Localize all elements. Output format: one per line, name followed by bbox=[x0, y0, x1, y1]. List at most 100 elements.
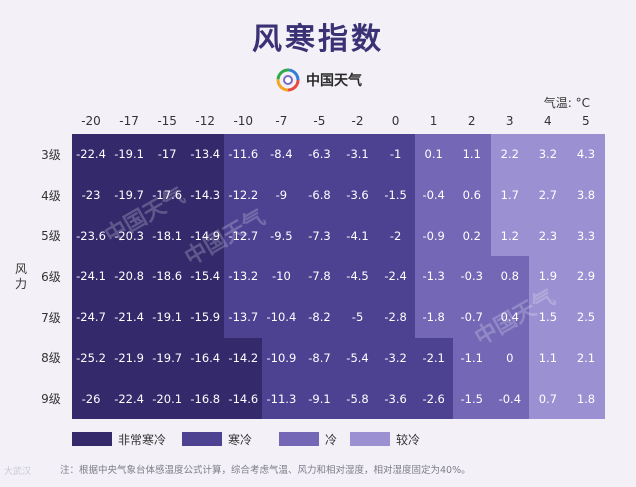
wind-chill-cell: -13.7 bbox=[224, 296, 263, 338]
wind-chill-cell: -1.8 bbox=[414, 296, 453, 338]
wind-chill-cell: -1.1 bbox=[452, 337, 491, 379]
wind-chill-cell: -2.8 bbox=[376, 296, 415, 338]
wind-chill-cell: 2.2 bbox=[490, 134, 529, 175]
wind-chill-cell: -0.3 bbox=[452, 256, 491, 297]
temperature-header-cell: -10 bbox=[233, 114, 254, 128]
legend-swatch bbox=[279, 432, 319, 446]
wind-chill-cell: 1.1 bbox=[452, 134, 491, 175]
temperature-header-cell: -12 bbox=[195, 114, 216, 128]
wind-chill-cell: -17 bbox=[148, 134, 187, 175]
wind-chill-cell: -19.7 bbox=[148, 337, 187, 379]
wind-chill-cell: -13.2 bbox=[224, 256, 263, 297]
wind-chill-cell: 1.9 bbox=[528, 256, 567, 297]
legend-label: 冷 bbox=[325, 432, 338, 447]
wind-chill-cell: -0.7 bbox=[452, 296, 491, 338]
legend-swatch bbox=[350, 432, 390, 446]
wind-chill-cell: 1.1 bbox=[528, 337, 567, 379]
wind-chill-cell: -25.2 bbox=[72, 337, 111, 379]
wind-chill-cell: -1.3 bbox=[414, 256, 453, 297]
corner-watermark: 大武汉 bbox=[4, 467, 32, 477]
wind-chill-cell: -8.4 bbox=[262, 134, 301, 175]
wind-chill-cell: -8.7 bbox=[300, 337, 339, 379]
wind-chill-cell: 3.8 bbox=[566, 174, 605, 216]
legend-item: 较冷 bbox=[350, 432, 420, 447]
wind-chill-cell: -16.4 bbox=[186, 337, 225, 379]
temperature-header-cell: 4 bbox=[543, 114, 552, 128]
wind-chill-cell: 4.3 bbox=[566, 134, 605, 175]
legend-item: 寒冷 bbox=[182, 432, 252, 447]
temperature-header-cell: 0 bbox=[391, 114, 400, 128]
page-title: 风寒指数 bbox=[252, 22, 384, 57]
y-axis-label: 风 力 bbox=[14, 262, 28, 292]
wind-chill-cell: -5.8 bbox=[338, 378, 377, 419]
wind-chill-cell: -20.8 bbox=[110, 256, 149, 297]
wind-level-labels: 3级 4级 5级 6级 7级 8级 9级 bbox=[34, 134, 68, 419]
wind-chill-cell: -2.1 bbox=[414, 337, 453, 379]
wind-chill-cell: -0.4 bbox=[490, 378, 529, 419]
wind-chill-cell: -1.5 bbox=[376, 174, 415, 216]
wind-chill-cell: -19.7 bbox=[110, 174, 149, 216]
wind-chill-cell: 0.2 bbox=[452, 215, 491, 257]
wind-chill-cell: -5.4 bbox=[338, 337, 377, 379]
temperature-header-cell: -17 bbox=[119, 114, 139, 128]
wind-chill-cell: -23 bbox=[72, 174, 111, 216]
wind-chill-cell: -19.1 bbox=[110, 134, 149, 175]
wind-chill-cell: -10.9 bbox=[262, 337, 301, 379]
wind-chill-cell: -3.6 bbox=[338, 174, 377, 216]
wind-chill-cell: -20.1 bbox=[148, 378, 187, 419]
wind-chill-cell: -16.8 bbox=[186, 378, 225, 419]
temperature-header-cell: 5 bbox=[582, 114, 590, 128]
wind-chill-cell: -20.3 bbox=[110, 215, 149, 257]
wind-chill-cell: -11.6 bbox=[224, 134, 263, 175]
y-axis-label-char: 力 bbox=[14, 277, 27, 291]
wind-chill-cell: -18.6 bbox=[148, 256, 187, 297]
unit-label: 气温: °C bbox=[543, 96, 590, 110]
legend-item: 非常寒冷 bbox=[72, 432, 167, 447]
wind-chill-cell: -10.4 bbox=[262, 296, 301, 338]
legend-swatch bbox=[72, 432, 112, 446]
temperature-header-cell: -5 bbox=[313, 114, 326, 128]
wind-chill-cell: -12.7 bbox=[224, 215, 263, 257]
temperature-header: -20 -17 -15 -12 -10 -7 -5 -2 0 1 2 3 4 5 bbox=[72, 114, 605, 134]
wind-chill-cell: -10 bbox=[262, 256, 301, 297]
legend-item: 冷 bbox=[279, 432, 338, 447]
wind-chill-cell: 0 bbox=[490, 337, 529, 379]
wind-chill-cell: 2.1 bbox=[566, 337, 605, 379]
wind-chill-cell: 3.2 bbox=[528, 134, 567, 175]
temperature-header-cell: -15 bbox=[157, 114, 177, 128]
legend-label: 非常寒冷 bbox=[118, 432, 167, 447]
temperature-header-cell: 3 bbox=[505, 114, 514, 128]
brand-name: 中国天气 bbox=[306, 73, 362, 89]
wind-chill-cell: -9.5 bbox=[262, 215, 301, 257]
wind-chill-cell: -14.3 bbox=[186, 174, 225, 216]
temperature-header-cell: -7 bbox=[275, 114, 288, 128]
wind-chill-cell: -24.7 bbox=[72, 296, 111, 338]
wind-chill-cell: 0.4 bbox=[490, 296, 529, 338]
wind-chill-cell: -0.4 bbox=[414, 174, 453, 216]
brand: 中国天气 bbox=[276, 66, 362, 94]
wind-chill-cell: -19.1 bbox=[148, 296, 187, 338]
wind-chill-cell: -24.1 bbox=[72, 256, 111, 297]
wind-chill-cell: 3.3 bbox=[566, 215, 605, 257]
wind-chill-cell: -22.4 bbox=[72, 134, 111, 175]
wind-chill-cell: -26 bbox=[72, 378, 111, 419]
wind-chill-cell: -15.9 bbox=[186, 296, 225, 338]
wind-chill-cell: -7.8 bbox=[300, 256, 339, 297]
wind-chill-cell: -1 bbox=[376, 134, 415, 175]
wind-chill-cell: -15.4 bbox=[186, 256, 225, 297]
wind-chill-cell: -2.4 bbox=[376, 256, 415, 297]
legend-swatch bbox=[182, 432, 222, 446]
temperature-header-cell: 1 bbox=[429, 114, 438, 128]
wind-chill-cell: -2.6 bbox=[414, 378, 453, 419]
wind-level-label: 5级 bbox=[41, 229, 61, 244]
wind-chill-cell: -13.4 bbox=[186, 134, 225, 175]
wind-chill-cell: 2.5 bbox=[566, 296, 605, 338]
footnote: 注：根据中央气象台体感温度公式计算，综合考虑气温、风力和相对湿度，相对湿度固定为… bbox=[60, 465, 471, 476]
wind-chill-table: -22.4 -19.1 -17 -13.4 -11.6 -8.4 -6.3 -3.1 -1 0.1… bbox=[72, 134, 605, 419]
wind-chill-cell: -4.1 bbox=[338, 215, 377, 257]
wind-chill-cell: 0.7 bbox=[528, 378, 567, 419]
wind-level-label: 3级 bbox=[41, 147, 61, 162]
wind-chill-cell: 0.8 bbox=[490, 256, 529, 297]
temperature-header-cell: -20 bbox=[81, 114, 101, 128]
y-axis-label-char: 风 bbox=[14, 262, 27, 276]
